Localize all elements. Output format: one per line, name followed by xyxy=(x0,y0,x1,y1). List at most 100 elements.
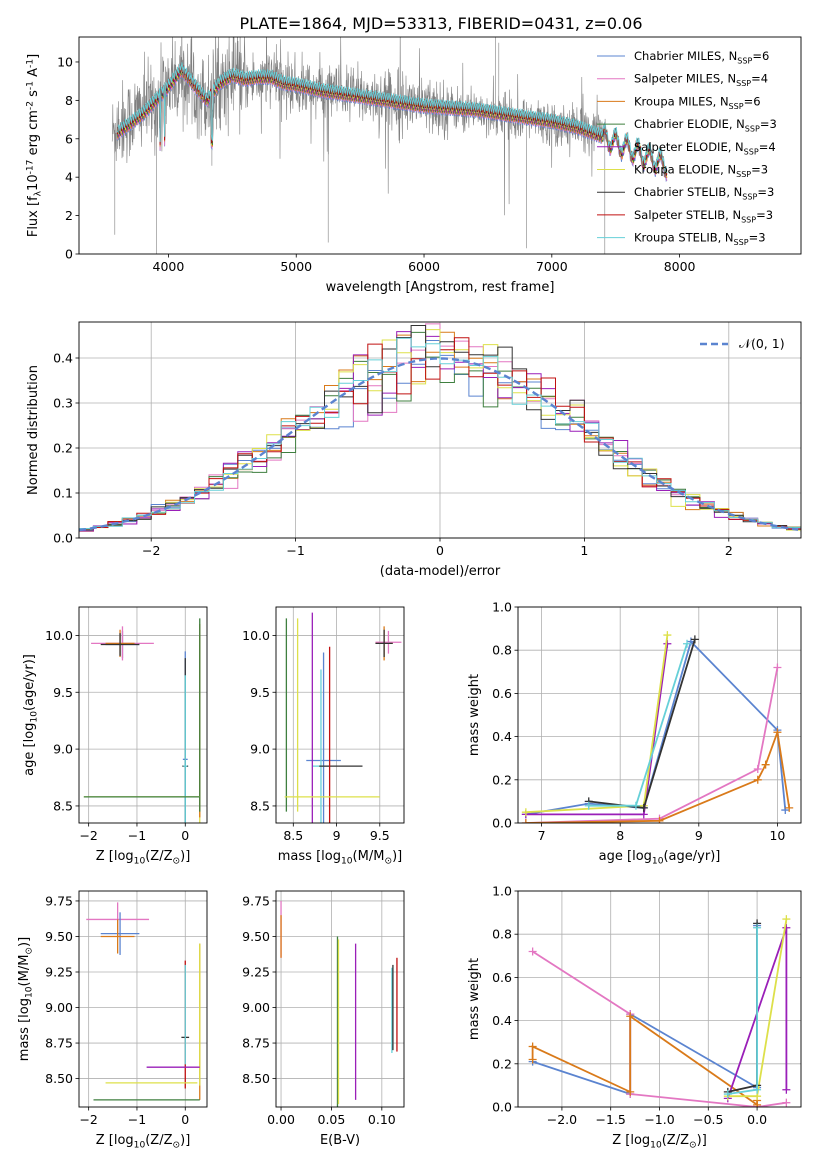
text-run: SSP xyxy=(744,147,759,156)
y-tick-label: 8.50 xyxy=(242,1071,270,1086)
text-run: Kroupa ELODIE, N xyxy=(634,163,736,177)
text-run: -1 xyxy=(26,59,36,68)
text-run: SSP xyxy=(736,170,751,179)
weight-line-0 xyxy=(532,925,758,1096)
text-run: mass [log xyxy=(17,998,32,1061)
text-run: 10 xyxy=(30,711,40,723)
plot-area xyxy=(79,323,801,533)
figure-title: PLATE=1864, MJD=53313, FIBERID=0431, z=0… xyxy=(239,14,642,33)
x-axis-label: (data-model)/error xyxy=(380,564,501,579)
text-run: SSP xyxy=(736,79,751,88)
weight-marker xyxy=(773,728,782,737)
y-tick-label: 10 xyxy=(57,54,73,69)
y-tick-label: 9.25 xyxy=(242,965,270,980)
x-tick-label: 0 xyxy=(181,1112,189,1127)
y-tick-label: 10.0 xyxy=(242,628,270,643)
text-run: SSP xyxy=(745,125,760,134)
text-run: -17 xyxy=(26,159,36,174)
y-tick-label: 0.3 xyxy=(53,396,73,411)
text-run: 10 xyxy=(25,986,35,998)
mass-vs-extinction-panel: 0.00 0.05 0.10 8.50 8.75 9.00 9.25 9.50 9.75 E(B-… xyxy=(242,890,405,1148)
axes-frame xyxy=(517,890,802,1108)
x-tick-label: 9 xyxy=(695,828,703,843)
text-run: Salpeter MILES, N xyxy=(634,72,736,86)
text-run: E(B-V) xyxy=(320,1133,360,1148)
y-tick-label: 9.75 xyxy=(45,893,73,908)
text-run: Z [log xyxy=(96,1133,134,1148)
text-run: λ xyxy=(34,190,44,196)
y-tick-label: 0.4 xyxy=(492,729,512,744)
weight-marker xyxy=(584,801,593,810)
x-tick-label: −1.0 xyxy=(644,1112,674,1127)
x-tick-label: 0.10 xyxy=(368,1112,396,1127)
legend-label: Salpeter MILES, NSSP=4 xyxy=(634,72,768,89)
x-tick-label: 8.5 xyxy=(283,828,303,843)
text-run: ⊙ xyxy=(689,1141,697,1151)
y-tick-label: 0.0 xyxy=(492,1100,512,1115)
x-tick-label: −2 xyxy=(142,543,160,558)
x-tick-label: −1 xyxy=(286,543,304,558)
weight-marker xyxy=(782,1085,791,1094)
text-run: 10 xyxy=(26,174,41,191)
y-tick-label: 0.0 xyxy=(53,531,73,546)
axes-frame xyxy=(78,321,802,539)
text-run: =4 xyxy=(751,72,768,86)
axes-frame xyxy=(78,890,208,1108)
y-tick-label: 9.0 xyxy=(53,742,73,757)
text-run: Chabrier MILES, N xyxy=(634,49,737,63)
weight-marker xyxy=(663,631,672,640)
weight-line-8 xyxy=(727,927,758,1095)
x-tick-label: 1 xyxy=(580,543,588,558)
y-tick-label: 2 xyxy=(65,208,73,223)
x-axis-label: wavelength [Angstrom, rest frame] xyxy=(326,280,555,295)
x-tick-label: 0.00 xyxy=(267,1112,295,1127)
text-run: Normed distribution xyxy=(26,365,41,495)
text-run: s xyxy=(26,90,41,101)
text-run: 10 xyxy=(341,857,353,867)
text-run: erg cm xyxy=(26,110,41,159)
x-tick-label: 7 xyxy=(538,828,546,843)
text-run: =3 xyxy=(756,208,773,222)
y-tick-label: 8.50 xyxy=(45,1071,73,1086)
y-tick-label: 0.2 xyxy=(53,441,73,456)
y-tick-label: 1.0 xyxy=(492,884,512,899)
y-tick-label: 0.2 xyxy=(492,772,512,787)
y-tick-label: 9.5 xyxy=(53,685,73,700)
x-tick-label: 0.05 xyxy=(318,1112,346,1127)
y-tick-label: 0.4 xyxy=(53,351,73,366)
text-run: =6 xyxy=(752,49,769,63)
text-run: 𝒩(0, 1) xyxy=(739,336,785,351)
weight-line-5 xyxy=(525,634,669,814)
y-tick-label: 0.0 xyxy=(492,816,512,831)
x-tick-label: −2 xyxy=(79,1112,97,1127)
weight-marker xyxy=(753,765,762,773)
y-tick-label: 9.0 xyxy=(250,742,270,757)
y-tick-label: 0.6 xyxy=(492,686,512,701)
plot-area xyxy=(83,618,201,823)
weight-marker xyxy=(761,760,770,769)
y-tick-label: 0.1 xyxy=(53,486,73,501)
text-run: 10 xyxy=(652,857,664,867)
weight-marker xyxy=(631,801,640,810)
text-run: =4 xyxy=(759,140,776,154)
x-axis-label: mass [log10(M/M⊙)] xyxy=(278,849,402,867)
weight-marker xyxy=(773,663,782,672)
text-run: (age/yr)] xyxy=(663,849,720,864)
plot-area xyxy=(528,915,791,1107)
axes-frame xyxy=(275,606,405,824)
weight-marker xyxy=(528,1042,537,1051)
text-run: SSP xyxy=(741,215,756,224)
y-tick-label: 4 xyxy=(65,170,73,185)
x-axis-label: age [log10(age/yr)] xyxy=(599,849,721,867)
text-run: =6 xyxy=(744,94,761,108)
weight-marker xyxy=(782,923,791,932)
x-tick-label: 10 xyxy=(769,828,785,843)
x-axis-label: Z [log10(Z/Z⊙)] xyxy=(96,849,191,867)
text-run: (Z/Z xyxy=(662,1133,689,1148)
y-tick-label: 0.2 xyxy=(492,1056,512,1071)
weight-marker xyxy=(626,1087,635,1096)
y-axis-label: Normed distribution xyxy=(26,365,41,495)
text-run: )] xyxy=(17,937,32,947)
weight-line-2 xyxy=(531,1014,758,1107)
